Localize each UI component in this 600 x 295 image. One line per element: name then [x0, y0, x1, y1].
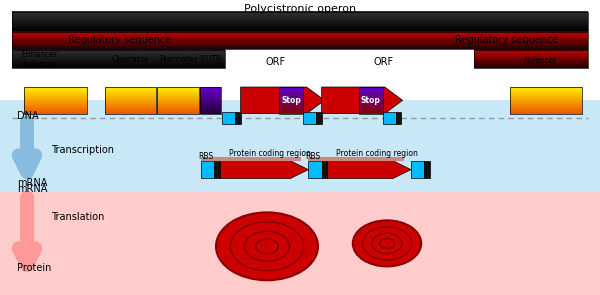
Text: Protein coding region: Protein coding region — [336, 150, 418, 158]
Bar — [322, 161, 327, 178]
Bar — [24, 87, 87, 114]
Bar — [105, 87, 156, 114]
Text: DNA: DNA — [17, 111, 38, 121]
Polygon shape — [322, 87, 403, 114]
Bar — [222, 112, 235, 124]
Text: 5'UTR: 5'UTR — [199, 55, 222, 64]
Text: RBS: RBS — [198, 153, 213, 161]
Text: Stop: Stop — [281, 96, 301, 105]
Bar — [0, 192, 600, 295]
Bar — [12, 12, 588, 31]
Bar — [411, 161, 424, 178]
Polygon shape — [241, 87, 325, 114]
Bar — [157, 87, 199, 114]
Text: Protein coding region: Protein coding region — [229, 150, 311, 158]
Bar — [0, 100, 600, 192]
Text: Translation: Translation — [51, 212, 104, 222]
Bar — [214, 161, 220, 178]
Text: ORF: ORF — [266, 57, 286, 67]
Bar — [474, 50, 588, 68]
Bar — [200, 87, 221, 114]
Text: Enhancer
/silencer: Enhancer /silencer — [22, 50, 58, 68]
Bar — [303, 112, 316, 124]
Bar — [279, 87, 303, 114]
Bar — [424, 161, 430, 178]
Bar — [316, 112, 322, 124]
Bar — [383, 112, 396, 124]
Text: ORF: ORF — [374, 57, 394, 67]
Text: Stop: Stop — [361, 96, 381, 105]
Text: Regulatory sequence: Regulatory sequence — [455, 35, 559, 45]
Text: Promoter: Promoter — [160, 55, 198, 64]
Bar — [12, 32, 588, 49]
Text: Operator: Operator — [112, 55, 149, 64]
Text: Transcription: Transcription — [51, 145, 114, 155]
Text: /silencer: /silencer — [524, 55, 556, 64]
Bar — [308, 161, 322, 178]
Text: Regulatory sequence: Regulatory sequence — [68, 35, 172, 45]
Polygon shape — [220, 161, 308, 178]
Bar — [359, 87, 383, 114]
Bar — [396, 112, 401, 124]
Polygon shape — [327, 161, 411, 178]
Bar — [201, 161, 214, 178]
Text: Protein: Protein — [17, 263, 51, 273]
Bar — [235, 112, 241, 124]
Ellipse shape — [353, 220, 421, 266]
Text: RBS: RBS — [305, 153, 320, 161]
Text: Polycistronic operon: Polycistronic operon — [244, 4, 356, 14]
Bar — [12, 50, 225, 68]
Text: mRNA: mRNA — [17, 178, 47, 188]
Ellipse shape — [216, 212, 318, 280]
Text: mRNA: mRNA — [17, 184, 47, 194]
Bar — [510, 87, 582, 114]
